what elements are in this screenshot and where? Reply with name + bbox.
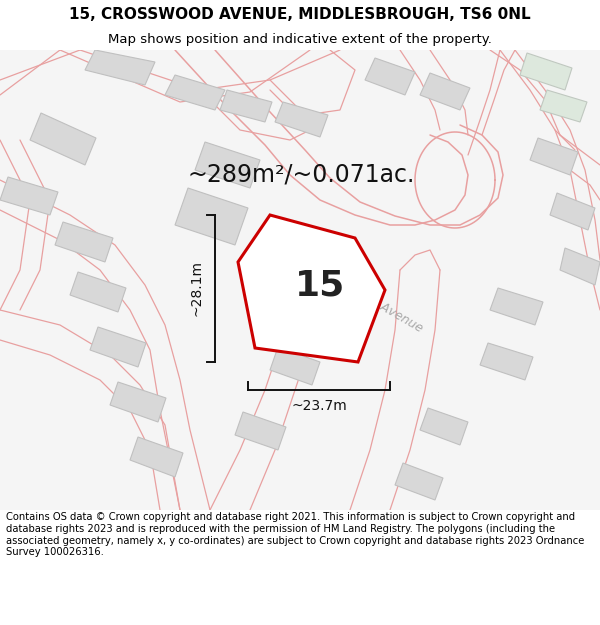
Polygon shape bbox=[420, 408, 468, 445]
Polygon shape bbox=[165, 75, 225, 110]
Polygon shape bbox=[235, 412, 286, 450]
Polygon shape bbox=[195, 142, 260, 188]
Polygon shape bbox=[30, 113, 96, 165]
Polygon shape bbox=[275, 102, 328, 137]
Polygon shape bbox=[560, 248, 600, 285]
Polygon shape bbox=[238, 215, 385, 362]
Polygon shape bbox=[365, 58, 415, 95]
Polygon shape bbox=[0, 50, 600, 510]
Text: Map shows position and indicative extent of the property.: Map shows position and indicative extent… bbox=[108, 32, 492, 46]
Polygon shape bbox=[220, 90, 272, 122]
Polygon shape bbox=[90, 327, 146, 367]
Polygon shape bbox=[175, 188, 248, 245]
Polygon shape bbox=[550, 193, 595, 230]
Polygon shape bbox=[85, 50, 155, 85]
Polygon shape bbox=[300, 287, 350, 325]
Polygon shape bbox=[110, 382, 166, 422]
Polygon shape bbox=[70, 272, 126, 312]
Text: ~28.1m: ~28.1m bbox=[190, 261, 204, 316]
Text: 15: 15 bbox=[295, 269, 345, 303]
Polygon shape bbox=[270, 347, 320, 385]
Text: ~23.7m: ~23.7m bbox=[291, 399, 347, 413]
Polygon shape bbox=[490, 288, 543, 325]
Polygon shape bbox=[0, 177, 58, 215]
Text: Contains OS data © Crown copyright and database right 2021. This information is : Contains OS data © Crown copyright and d… bbox=[6, 512, 584, 557]
Polygon shape bbox=[480, 343, 533, 380]
Text: Crosswood Avenue: Crosswood Avenue bbox=[315, 264, 425, 336]
Polygon shape bbox=[520, 53, 572, 90]
Polygon shape bbox=[540, 90, 587, 122]
Polygon shape bbox=[530, 138, 578, 175]
Text: ~289m²/~0.071ac.: ~289m²/~0.071ac. bbox=[188, 163, 415, 187]
Polygon shape bbox=[420, 73, 470, 110]
Polygon shape bbox=[395, 463, 443, 500]
Text: 15, CROSSWOOD AVENUE, MIDDLESBROUGH, TS6 0NL: 15, CROSSWOOD AVENUE, MIDDLESBROUGH, TS6… bbox=[69, 6, 531, 21]
Polygon shape bbox=[130, 437, 183, 477]
Polygon shape bbox=[55, 222, 113, 262]
